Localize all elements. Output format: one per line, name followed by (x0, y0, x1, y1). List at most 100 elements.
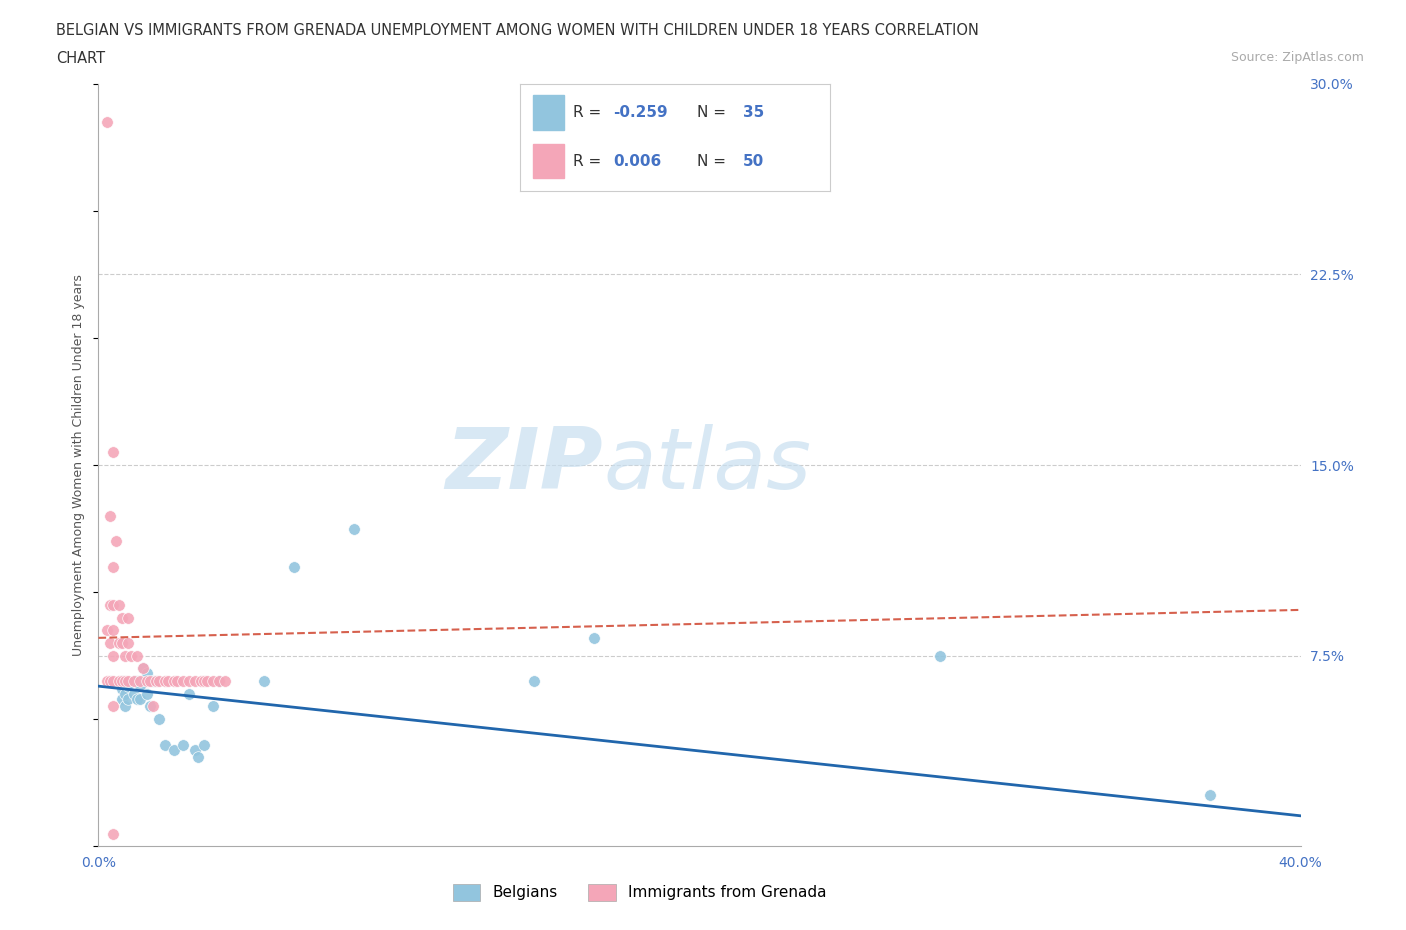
Point (117, 635, 139, 650)
Point (111, 673, 134, 688)
Point (172, 673, 194, 688)
Point (193, 737, 215, 752)
Point (108, 635, 131, 650)
Text: CHART: CHART (56, 51, 105, 66)
Point (132, 661, 155, 676)
Point (111, 682, 134, 697)
Point (214, 673, 236, 688)
Point (183, 673, 205, 688)
Point (111, 691, 134, 706)
Point (100, 597, 122, 612)
Point (129, 673, 152, 688)
Text: N =: N = (696, 154, 730, 169)
Point (124, 686, 146, 701)
Text: 35: 35 (742, 105, 765, 120)
Point (187, 750, 209, 764)
Point (96, 114, 118, 129)
Point (114, 673, 136, 688)
Point (103, 699, 125, 714)
Point (127, 648, 149, 663)
Point (162, 673, 184, 688)
Point (127, 673, 149, 688)
Text: N =: N = (696, 105, 730, 120)
Point (201, 699, 224, 714)
Text: 50: 50 (742, 154, 765, 169)
Point (135, 666, 157, 681)
Point (201, 673, 224, 688)
Point (100, 635, 122, 650)
Point (96, 673, 118, 688)
Point (208, 673, 231, 688)
Point (162, 742, 184, 757)
Point (100, 673, 122, 688)
Point (195, 673, 218, 688)
Point (117, 679, 139, 694)
Point (108, 673, 131, 688)
Point (108, 597, 131, 612)
Point (523, 673, 546, 688)
Bar (533, 96, 564, 129)
Point (103, 445, 125, 459)
Point (103, 673, 125, 688)
Y-axis label: Unemployment Among Women with Children Under 18 years: Unemployment Among Women with Children U… (72, 274, 86, 656)
Point (124, 673, 146, 688)
Point (177, 686, 200, 701)
Point (148, 673, 170, 688)
Point (105, 534, 128, 549)
Point (117, 610, 139, 625)
Point (132, 661, 155, 676)
Point (127, 691, 149, 706)
Point (153, 737, 176, 752)
Point (103, 826, 125, 841)
Point (135, 673, 157, 688)
Point (138, 673, 160, 688)
Point (583, 631, 606, 645)
Point (103, 623, 125, 638)
Text: BELGIAN VS IMMIGRANTS FROM GRENADA UNEMPLOYMENT AMONG WOMEN WITH CHILDREN UNDER : BELGIAN VS IMMIGRANTS FROM GRENADA UNEMP… (56, 23, 979, 38)
Text: atlas: atlas (603, 423, 811, 507)
Point (103, 648, 125, 663)
Point (129, 679, 152, 694)
Text: R =: R = (572, 105, 606, 120)
Point (153, 673, 176, 688)
Point (135, 686, 157, 701)
Point (114, 648, 136, 663)
Point (172, 737, 194, 752)
Bar (533, 143, 564, 178)
Legend: Belgians, Immigrants from Grenada: Belgians, Immigrants from Grenada (446, 877, 832, 908)
Point (138, 699, 160, 714)
Point (193, 673, 215, 688)
Text: -0.259: -0.259 (613, 105, 668, 120)
Text: R =: R = (572, 154, 606, 169)
Point (124, 673, 146, 688)
Point (117, 673, 139, 688)
Point (103, 597, 125, 612)
Text: 0.006: 0.006 (613, 154, 661, 169)
Point (121, 648, 143, 663)
Point (129, 691, 152, 706)
Point (100, 509, 122, 524)
Point (141, 699, 163, 714)
Point (208, 673, 231, 688)
Text: Source: ZipAtlas.com: Source: ZipAtlas.com (1230, 51, 1364, 64)
Point (343, 521, 366, 536)
Point (1199, 788, 1222, 803)
Point (103, 559, 125, 574)
Point (148, 711, 170, 726)
Point (111, 610, 134, 625)
Point (253, 673, 276, 688)
Point (177, 673, 200, 688)
Point (117, 691, 139, 706)
Point (114, 699, 136, 714)
Point (111, 673, 134, 688)
Text: ZIP: ZIP (446, 423, 603, 507)
Point (283, 559, 305, 574)
Point (114, 686, 136, 701)
Point (190, 673, 212, 688)
Point (111, 635, 134, 650)
Point (96, 623, 118, 638)
Point (166, 673, 188, 688)
Point (929, 648, 952, 663)
Point (141, 673, 163, 688)
Point (145, 673, 167, 688)
